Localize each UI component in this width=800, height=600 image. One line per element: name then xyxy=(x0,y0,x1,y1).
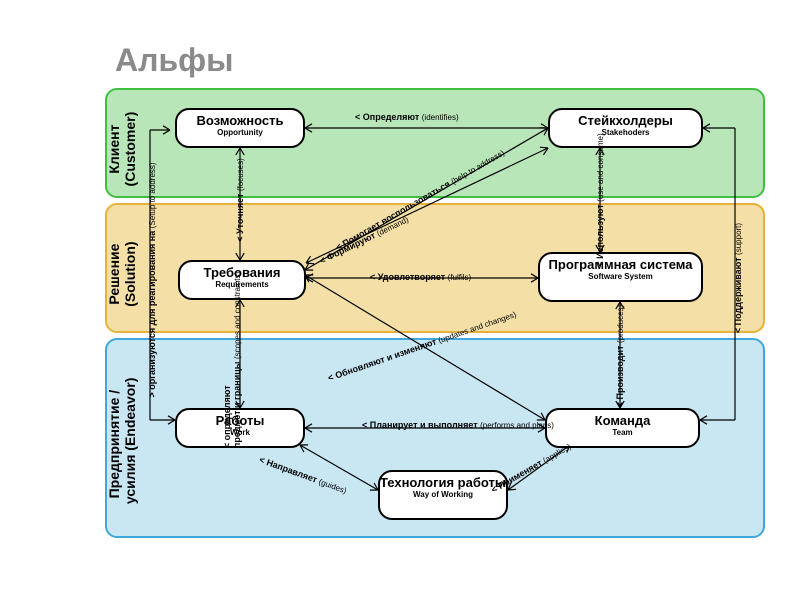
alpha-title-ru: Стейкхолдеры xyxy=(550,114,701,128)
edge-label-e6: < Удовлетворяет (fulfils) xyxy=(370,272,471,282)
alpha-opportunity: ВозможностьOpportunity xyxy=(175,108,305,148)
alpha-title-en: Team xyxy=(547,429,698,438)
region-label-solution: Решение (Solution) xyxy=(106,214,138,334)
alpha-way_of_working: Технология работыWay of Working xyxy=(378,470,508,520)
alpha-stakeholders: СтейкхолдерыStakehoders xyxy=(548,108,703,148)
edge-label-e1: < Определяют (identifies) xyxy=(355,112,459,122)
edge-label-e10: < Производит (produces) xyxy=(615,305,625,407)
edge-label-e12: < Планирует и выполняет (performs and pl… xyxy=(362,420,554,430)
alpha-software_system: Программная системаSoftware System xyxy=(538,252,703,302)
alpha-title-en: Software System xyxy=(540,273,701,282)
region-label-endeavor: Предпринятие / усилия (Endeavor) xyxy=(106,384,138,504)
alpha-title-ru: Возможность xyxy=(177,114,303,128)
alpha-title-en: Stakehoders xyxy=(550,129,701,138)
alpha-title-en: Opportunity xyxy=(177,129,303,138)
alpha-title-ru: Технология работы xyxy=(380,476,506,490)
edge-label-e8: < Поддерживают (support) xyxy=(733,223,743,333)
alpha-requirements: ТребованияRequirements xyxy=(178,260,306,300)
alpha-title-en: Way of Working xyxy=(380,491,506,500)
alpha-title-ru: Требования xyxy=(180,266,304,280)
alpha-title-en: Requirements xyxy=(180,281,304,290)
region-label-customer: Клиент (Customer) xyxy=(106,89,138,209)
alpha-title-ru: Команда xyxy=(547,414,698,428)
edge-label-e2: < Уточняет (focuses) xyxy=(235,158,245,242)
alpha-title-ru: Программная система xyxy=(540,258,701,272)
edge-label-e3: < Используют (use and consume) xyxy=(595,133,605,266)
edge-label-e9: < определяютпредмет и границы (scopes an… xyxy=(222,272,242,448)
page-title: Альфы xyxy=(115,42,233,79)
edge-label-e7: > организуются для реагирования на (Setu… xyxy=(147,162,157,397)
